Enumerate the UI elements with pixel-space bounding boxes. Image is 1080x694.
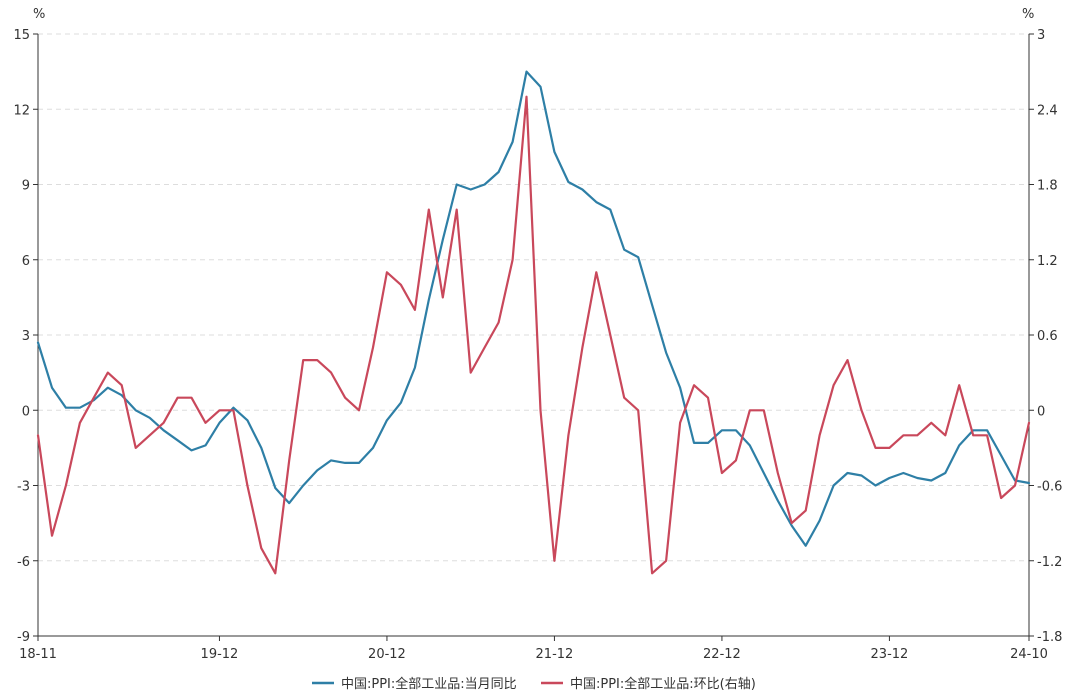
right-tick-label: -1.8 [1037, 630, 1062, 645]
left-tick-label: -3 [17, 480, 30, 495]
x-tick-label: 20-12 [368, 647, 406, 662]
left-tick-label: -9 [17, 630, 30, 645]
legend: 中国:PPI:全部工业品:当月同比 中国:PPI:全部工业品:环比(右轴) [312, 676, 756, 692]
x-tick-label: 19-12 [201, 647, 239, 662]
right-tick-label: 0 [1037, 404, 1045, 419]
x-tick-label: 22-12 [703, 647, 741, 662]
series-line-mom [36, 95, 1031, 575]
right-tick-label: 0.6 [1037, 329, 1058, 344]
x-tick-label: 24-10 [1010, 647, 1048, 662]
left-tick-label: 6 [22, 254, 30, 269]
right-tick-label: -0.6 [1037, 480, 1062, 495]
right-tick-label: -1.2 [1037, 555, 1062, 570]
x-tick-label: 21-12 [536, 647, 574, 662]
right-tick-label: 2.4 [1037, 103, 1058, 118]
right-tick-label: 1.8 [1037, 179, 1058, 194]
left-tick-label: -6 [17, 555, 30, 570]
left-tick-label: 0 [22, 404, 30, 419]
x-tick-label: 23-12 [871, 647, 909, 662]
left-tick-label: 15 [13, 28, 30, 43]
series-lines [36, 70, 1031, 575]
axes: 15 3 12 2.4 9 1.8 6 1.2 3 0.6 0 0 -3 -0.6 -6 -1.2 -9 -1.8… [13, 28, 1062, 662]
right-axis-unit: % [1022, 7, 1034, 22]
right-tick-label: 3 [1037, 28, 1045, 43]
left-tick-label: 12 [13, 103, 30, 118]
right-tick-label: 1.2 [1037, 254, 1058, 269]
legend-label-mom: 中国:PPI:全部工业品:环比(右轴) [570, 676, 756, 692]
left-axis-unit: % [33, 7, 45, 22]
left-tick-label: 9 [22, 179, 30, 194]
series-line-yoy [36, 70, 1031, 547]
legend-label-yoy: 中国:PPI:全部工业品:当月同比 [341, 676, 517, 692]
x-tick-label: 18-11 [19, 647, 57, 662]
left-tick-label: 3 [22, 329, 30, 344]
